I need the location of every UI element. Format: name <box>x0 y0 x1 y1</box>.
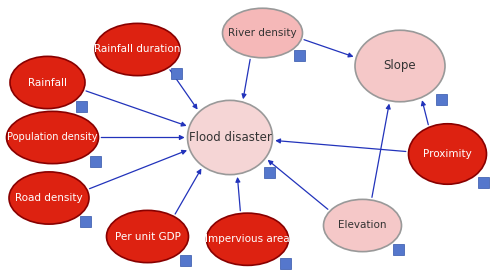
Ellipse shape <box>95 23 180 76</box>
Ellipse shape <box>6 111 98 164</box>
FancyBboxPatch shape <box>80 216 91 227</box>
Ellipse shape <box>10 56 85 109</box>
Text: Impervious area: Impervious area <box>205 234 290 244</box>
Text: Rainfall duration: Rainfall duration <box>94 45 180 54</box>
Text: Flood disaster: Flood disaster <box>188 131 272 144</box>
Text: Proximity: Proximity <box>423 149 472 159</box>
Ellipse shape <box>222 8 302 58</box>
FancyBboxPatch shape <box>478 177 488 188</box>
Ellipse shape <box>324 199 402 252</box>
Ellipse shape <box>106 210 188 263</box>
FancyBboxPatch shape <box>90 156 101 167</box>
Text: River density: River density <box>228 28 297 38</box>
FancyBboxPatch shape <box>436 94 447 105</box>
FancyBboxPatch shape <box>392 244 404 255</box>
Ellipse shape <box>188 100 272 175</box>
Ellipse shape <box>408 124 486 184</box>
Text: Population density: Population density <box>7 133 98 142</box>
Text: Road density: Road density <box>15 193 83 203</box>
Ellipse shape <box>355 30 445 102</box>
Ellipse shape <box>206 213 288 265</box>
FancyBboxPatch shape <box>264 167 274 178</box>
FancyBboxPatch shape <box>171 68 182 79</box>
FancyBboxPatch shape <box>294 50 304 61</box>
FancyBboxPatch shape <box>180 255 190 266</box>
Text: Elevation: Elevation <box>338 221 387 230</box>
Ellipse shape <box>9 172 89 224</box>
FancyBboxPatch shape <box>76 101 87 112</box>
Text: Slope: Slope <box>384 59 416 73</box>
Text: Per unit GDP: Per unit GDP <box>114 232 180 241</box>
Text: Rainfall: Rainfall <box>28 78 67 87</box>
FancyBboxPatch shape <box>280 258 290 269</box>
